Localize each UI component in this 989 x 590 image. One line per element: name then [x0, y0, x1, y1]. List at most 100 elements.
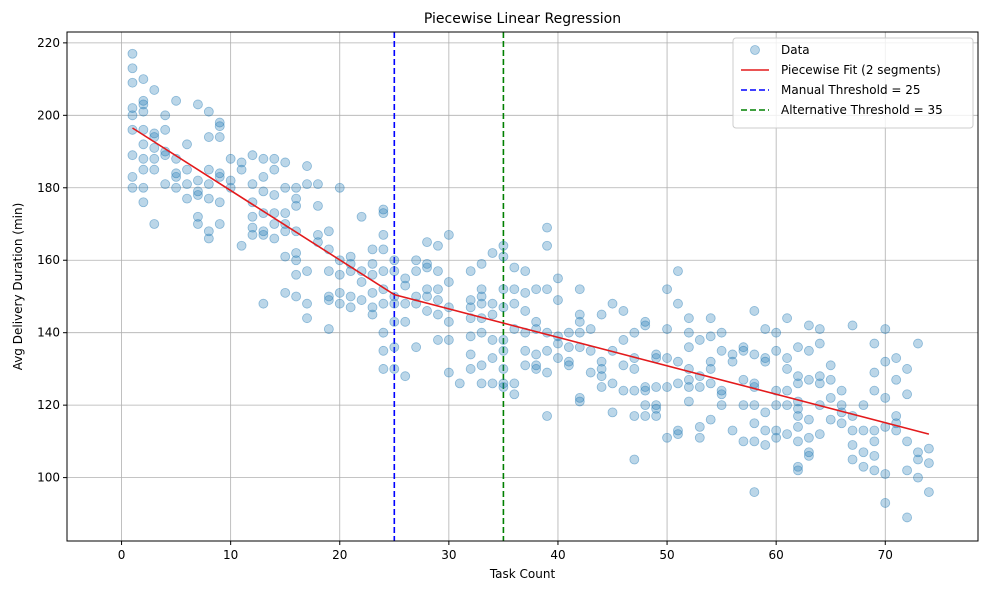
data-point: [803, 432, 814, 443]
data-point: [487, 309, 498, 320]
data-point: [683, 382, 694, 392]
data-point: [334, 269, 345, 280]
data-point: [465, 302, 476, 313]
data-point: [433, 284, 443, 295]
data-point: [258, 186, 269, 197]
y-tick-label: 100: [37, 471, 60, 485]
data-point: [465, 331, 476, 342]
data-point: [247, 211, 258, 222]
data-point: [389, 298, 400, 309]
data-point: [433, 335, 443, 345]
data-point: [782, 313, 792, 324]
data-point: [345, 251, 356, 262]
data-point: [705, 378, 716, 389]
data-point: [683, 313, 694, 324]
data-point: [487, 335, 498, 345]
data-point: [313, 179, 323, 190]
data-point: [313, 229, 323, 240]
data-point: [411, 266, 422, 277]
data-point: [280, 157, 291, 168]
data-point: [574, 309, 585, 320]
data-point: [902, 436, 912, 447]
data-point: [203, 106, 214, 117]
data-point: [694, 432, 705, 443]
data-point: [269, 153, 280, 164]
data-point: [465, 266, 476, 277]
piecewise-fit-line: [132, 127, 930, 435]
data-point: [127, 124, 138, 135]
data-point: [847, 454, 858, 465]
data-point: [258, 298, 269, 309]
data-point: [302, 161, 312, 171]
data-point: [378, 208, 389, 219]
data-point: [825, 360, 836, 371]
data-point: [629, 327, 640, 338]
data-point: [705, 356, 716, 367]
data-point: [476, 291, 487, 302]
legend-label: Data: [781, 43, 810, 57]
data-point: [683, 374, 694, 385]
data-point: [367, 302, 378, 313]
data-point: [400, 371, 411, 382]
data-point: [149, 143, 160, 153]
data-point: [193, 99, 203, 110]
data-point: [214, 219, 225, 229]
data-point: [749, 487, 760, 497]
data-point: [705, 331, 716, 342]
data-point: [323, 226, 334, 237]
data-point: [716, 345, 727, 356]
data-point: [443, 316, 454, 327]
data-point: [443, 335, 454, 345]
data-point: [858, 461, 869, 472]
data-point: [487, 298, 498, 309]
data-point: [760, 356, 771, 367]
x-tick-label: 20: [332, 548, 347, 562]
data-point: [127, 172, 138, 182]
data-point: [378, 327, 389, 338]
legend-label: Piecewise Fit (2 segments): [781, 63, 941, 77]
data-point: [443, 229, 454, 240]
data-point: [651, 353, 662, 363]
data-point: [280, 251, 291, 262]
data-point: [182, 139, 192, 150]
data-point: [924, 487, 934, 497]
data-point: [814, 429, 825, 440]
data-point: [542, 345, 552, 356]
data-point: [138, 153, 149, 164]
data-point: [433, 295, 443, 305]
data-point: [542, 222, 552, 233]
data-point: [149, 153, 160, 164]
data-point: [880, 324, 891, 334]
legend-label: Alternative Threshold = 35: [781, 103, 943, 117]
data-point: [749, 418, 760, 429]
data-point: [193, 219, 203, 229]
data-point: [356, 211, 367, 222]
data-point: [760, 407, 771, 418]
data-point: [323, 324, 334, 334]
data-point: [291, 193, 302, 204]
data-point: [913, 454, 923, 465]
data-point: [193, 175, 203, 186]
data-point: [705, 414, 716, 425]
data-point: [498, 364, 509, 374]
data-point: [727, 356, 738, 367]
data-point: [793, 436, 803, 447]
data-point: [596, 356, 607, 367]
data-point: [214, 168, 225, 179]
data-point: [509, 389, 520, 400]
data-point: [476, 258, 487, 269]
legend-box: [732, 37, 974, 129]
data-point: [574, 316, 585, 327]
legend: Data Piecewise Fit (2 segments) Manual Thr…: [732, 37, 974, 129]
data-point: [869, 465, 880, 476]
data-point: [563, 342, 574, 353]
data-point: [869, 338, 880, 349]
data-point: [651, 403, 662, 414]
data-point: [138, 139, 149, 150]
data-point: [225, 175, 236, 186]
data-point: [302, 298, 312, 309]
data-point: [880, 356, 891, 367]
data-point: [378, 345, 389, 356]
x-tick-label: 70: [878, 548, 893, 562]
data-point: [149, 128, 160, 139]
